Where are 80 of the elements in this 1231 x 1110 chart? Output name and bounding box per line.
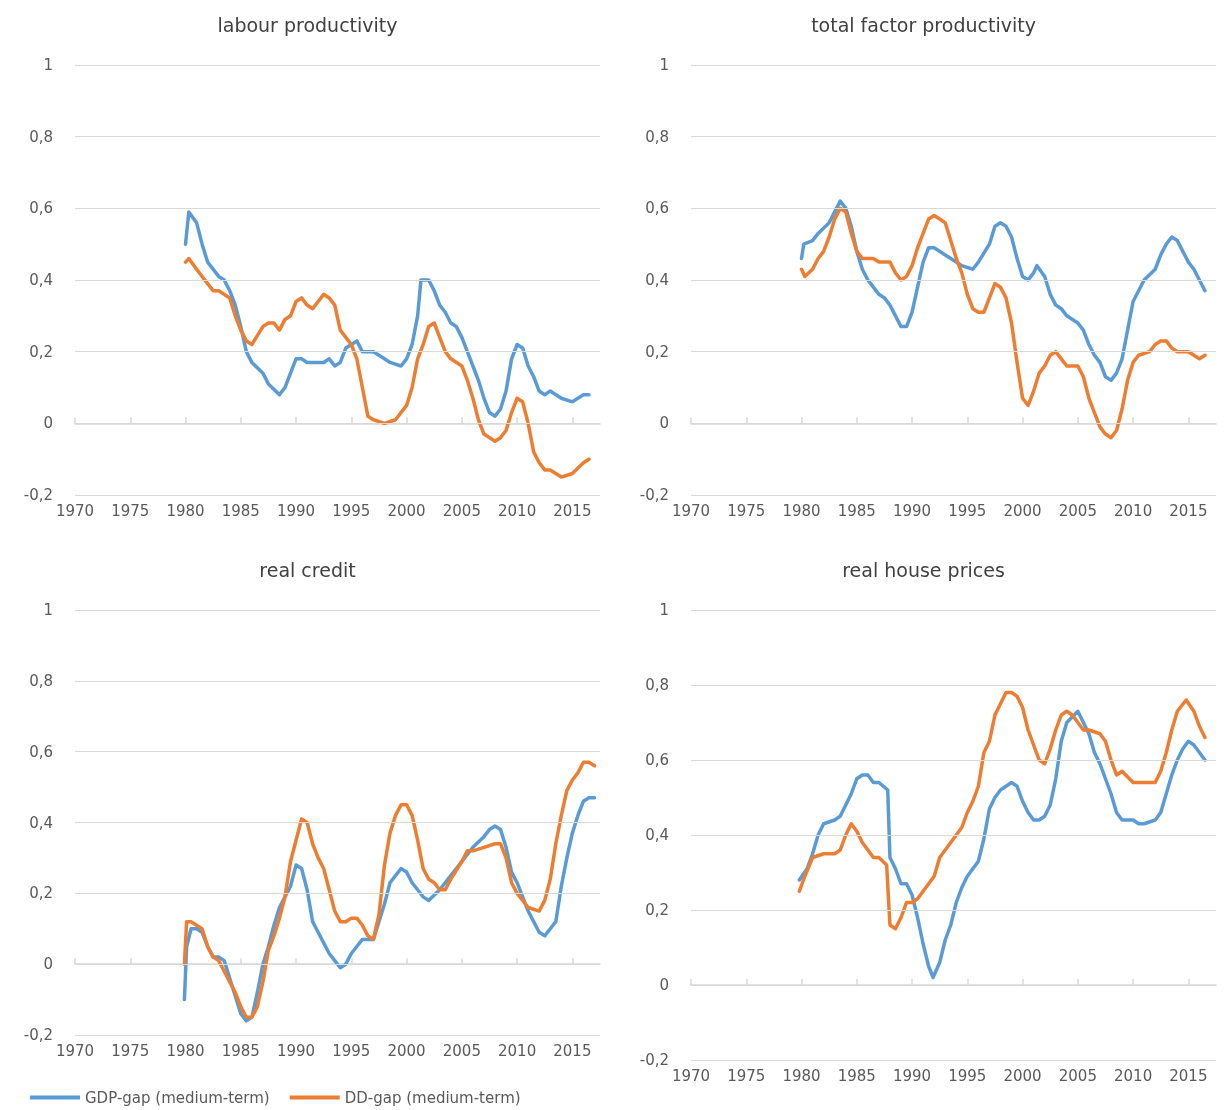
- y-tick-label: 0,8: [29, 127, 53, 146]
- y-tick-label: 1: [43, 56, 53, 74]
- x-tick-label: 1980: [166, 501, 205, 520]
- y-tick-label: 0,4: [645, 271, 669, 289]
- line-series: [799, 199, 1207, 383]
- x-tick-label: 2000: [387, 1041, 426, 1060]
- x-tick-label: 2005: [442, 501, 481, 520]
- x-tick-label: 1970: [55, 1041, 95, 1060]
- chart-title: total factor productivity: [811, 13, 1036, 36]
- x-tick-label: 2000: [387, 501, 426, 520]
- y-tick-label: -0,2: [23, 1026, 53, 1044]
- y-tick-label: 0: [659, 414, 669, 433]
- x-tick-label: 1975: [727, 501, 766, 520]
- y-tick-label: 0,6: [645, 199, 669, 218]
- y-tick-label: 1: [43, 601, 53, 619]
- line-series: [183, 210, 591, 418]
- y-tick-label: 0,2: [29, 342, 53, 361]
- x-tick-label: 1980: [782, 1066, 821, 1085]
- x-tick-label: 2005: [1058, 501, 1097, 520]
- x-tick-label: 2000: [1003, 501, 1042, 520]
- x-tick-label: 1970: [671, 501, 711, 520]
- x-tick-label: 1995: [332, 1041, 371, 1060]
- line-series: [797, 690, 1207, 931]
- x-tick-label: 2015: [1169, 1066, 1208, 1085]
- x-tick-label: 2010: [1114, 501, 1153, 520]
- x-tick-label: 1995: [948, 501, 987, 520]
- y-tick-label: -0,2: [23, 486, 53, 504]
- y-tick-label: 0,6: [29, 742, 53, 761]
- y-tick-label: 0,8: [645, 127, 669, 146]
- y-tick-label: 0,8: [645, 676, 669, 694]
- x-tick-label: 1995: [332, 501, 371, 520]
- y-tick-label: 0,2: [645, 901, 669, 919]
- x-tick-label: 1985: [837, 1066, 876, 1085]
- x-tick-label: 1990: [892, 501, 932, 520]
- x-tick-label: 1990: [276, 1041, 316, 1060]
- x-tick-label: 1985: [837, 501, 876, 520]
- line-series: [799, 206, 1207, 440]
- x-tick-label: 1980: [782, 501, 821, 520]
- legend-label: DD-gap (medium-term): [344, 1088, 521, 1107]
- y-tick-label: 0: [43, 955, 53, 974]
- x-tick-label: 1970: [55, 501, 95, 520]
- y-tick-label: 0,2: [645, 342, 669, 361]
- x-tick-label: 1985: [221, 501, 260, 520]
- y-tick-label: 0,6: [29, 199, 53, 218]
- x-tick-label: 2000: [1003, 1066, 1042, 1085]
- chart-title: real credit: [259, 558, 356, 581]
- y-tick-label: 0,6: [645, 751, 669, 769]
- y-tick-label: 0,4: [29, 813, 53, 832]
- y-tick-label: 0,8: [29, 671, 53, 690]
- y-tick-label: 0: [659, 976, 669, 994]
- x-tick-label: 2005: [442, 1041, 481, 1060]
- x-tick-label: 1970: [671, 1066, 711, 1085]
- x-tick-label: 1990: [276, 501, 316, 520]
- y-tick-label: 1: [659, 56, 669, 74]
- chart-title: real house prices: [842, 558, 1005, 581]
- x-tick-label: 2010: [1114, 1066, 1153, 1085]
- x-tick-label: 1975: [727, 1066, 766, 1085]
- x-tick-label: 1975: [111, 1041, 150, 1060]
- x-tick-label: 1980: [166, 1041, 205, 1060]
- chart-title: labour productivity: [217, 13, 398, 36]
- y-tick-label: 0,4: [29, 271, 53, 289]
- y-tick-label: -0,2: [639, 1051, 669, 1069]
- y-tick-label: 1: [659, 601, 669, 619]
- x-tick-label: 1975: [111, 501, 150, 520]
- x-tick-label: 2010: [498, 1041, 537, 1060]
- y-tick-label: 0,2: [29, 884, 53, 903]
- x-tick-label: 1985: [221, 1041, 260, 1060]
- line-series: [183, 256, 591, 479]
- x-tick-label: 2015: [553, 1041, 592, 1060]
- x-tick-label: 1995: [948, 1066, 987, 1085]
- x-tick-label: 2015: [1169, 501, 1208, 520]
- x-tick-label: 2005: [1058, 1066, 1097, 1085]
- y-tick-label: 0: [43, 414, 53, 433]
- y-tick-label: -0,2: [639, 486, 669, 504]
- x-tick-label: 1990: [892, 1066, 932, 1085]
- x-tick-label: 2010: [498, 501, 537, 520]
- x-tick-label: 2015: [553, 501, 592, 520]
- line-series: [797, 709, 1207, 980]
- legend-label: GDP-gap (medium-term): [85, 1088, 270, 1107]
- y-tick-label: 0,4: [645, 826, 669, 844]
